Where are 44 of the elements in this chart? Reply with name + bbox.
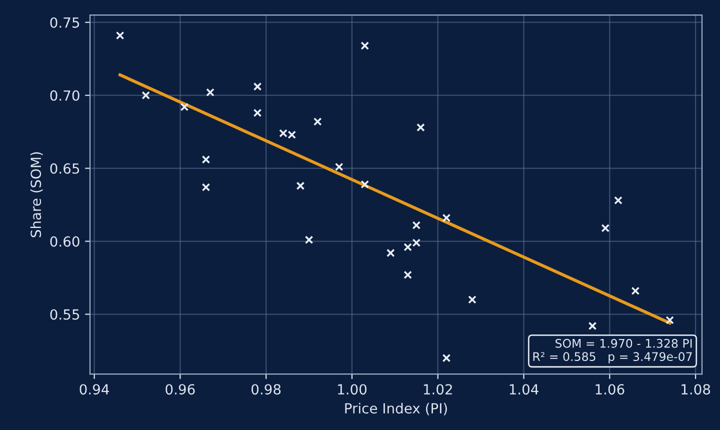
point xyxy=(631,286,640,296)
x-tick-label: 0.98 xyxy=(252,384,281,395)
point xyxy=(360,180,370,189)
point xyxy=(442,354,451,362)
point xyxy=(296,182,305,190)
point xyxy=(142,91,150,100)
point xyxy=(614,196,622,205)
y-tick-label: 0.55 xyxy=(50,309,80,320)
x-tick-label: 0.96 xyxy=(166,384,195,395)
point xyxy=(313,117,322,126)
point xyxy=(202,183,210,192)
y-tick-label: 0.60 xyxy=(50,236,80,247)
point xyxy=(404,242,412,252)
point xyxy=(180,102,189,112)
x-tick-label: 1.06 xyxy=(596,384,624,395)
annotation: SOM = 1.970 - 1.328 PI R² = 0.585 p = 3.479e-07 xyxy=(533,338,692,364)
point xyxy=(360,42,370,50)
point xyxy=(601,224,610,232)
point xyxy=(412,238,421,247)
x-tick-label: 1.02 xyxy=(424,384,452,395)
point xyxy=(116,31,124,40)
y-tick-label: 0.70 xyxy=(50,90,80,101)
point xyxy=(304,236,314,244)
point xyxy=(442,214,451,222)
y-tick-label: 0.75 xyxy=(50,17,80,28)
x-tick-label: 1.08 xyxy=(682,384,710,395)
point xyxy=(412,221,421,230)
x-tick-label: 1.00 xyxy=(338,384,367,395)
point xyxy=(416,123,425,132)
point xyxy=(386,248,395,258)
x-tick-label: 1.04 xyxy=(510,384,538,395)
x-axis-title: Price Index (PI) xyxy=(345,402,447,416)
x-tick-label: 0.94 xyxy=(80,384,109,395)
point xyxy=(253,108,262,117)
y-tick-label: 0.65 xyxy=(50,163,80,174)
point xyxy=(206,88,214,97)
point xyxy=(404,270,412,280)
point xyxy=(468,296,476,304)
point xyxy=(334,162,344,172)
point xyxy=(202,155,210,164)
point xyxy=(666,316,674,324)
point xyxy=(253,82,262,91)
point xyxy=(588,322,597,330)
y-axis-title: Share (SOM) xyxy=(30,152,43,238)
